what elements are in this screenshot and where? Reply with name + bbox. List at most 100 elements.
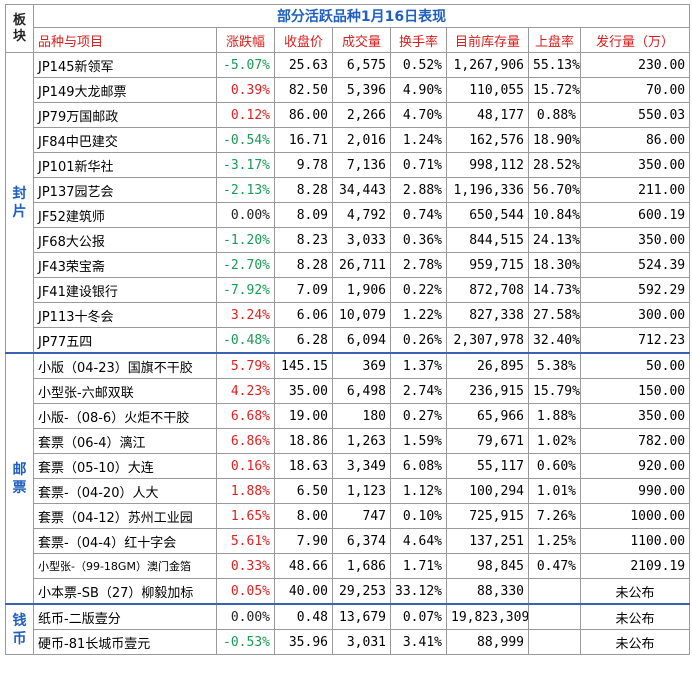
rate-cell: 18.30% [528, 252, 581, 278]
table-row: 小版-（08-6）火炬不干胶 6.68% 19.00 180 0.27% 65,966 1.… [6, 403, 691, 429]
volume-cell: 34,443 [332, 177, 391, 203]
table-row: 套票（05-10）大连 0.16% 18.63 3,349 6.08% 55,117 0.6… [6, 453, 691, 479]
name-cell: 小型张-六邮双联 [33, 378, 217, 404]
close-cell: 7.09 [274, 277, 333, 303]
change-cell: 1.65% [216, 503, 275, 529]
name-cell: JF41建设银行 [33, 277, 217, 303]
volume-cell: 5,396 [332, 77, 391, 103]
change-cell: 4.23% [216, 378, 275, 404]
volume-cell: 1,906 [332, 277, 391, 303]
table-row: 小型张-（99-18GM）澳门金箔 0.33% 48.66 1,686 1.71% 98,… [6, 553, 691, 579]
rate-cell: 1.88% [528, 403, 581, 429]
name-cell: 硬币-81长城币壹元 [33, 629, 217, 655]
turnover-cell: 0.07% [390, 603, 447, 630]
table-title: 部分活跃品种1月16日表现 [32, 4, 691, 28]
change-cell: -0.54% [216, 127, 275, 153]
table-row: JP77五四 -0.48% 6.28 6,094 0.26% 2,307,978 32.40… [6, 327, 691, 354]
stock-cell: 55,117 [446, 453, 529, 479]
issue-cell: 600.19 [579, 202, 691, 228]
issue-cell: 211.00 [579, 177, 691, 203]
rate-cell: 7.26% [528, 503, 581, 529]
issue-cell: 50.00 [579, 352, 691, 379]
table-row: JF52建筑师 0.00% 8.09 4,792 0.74% 650,544 10.84% 6… [6, 202, 691, 228]
close-cell: 35.00 [274, 378, 333, 404]
close-cell: 25.63 [274, 52, 333, 78]
volume-cell: 180 [332, 403, 391, 429]
change-cell: 0.12% [216, 102, 275, 128]
stock-cell: 827,338 [446, 302, 529, 328]
issue-cell: 86.00 [579, 127, 691, 153]
issue-cell: 550.03 [579, 102, 691, 128]
rate-cell: 10.84% [528, 202, 581, 228]
change-cell: 1.88% [216, 478, 275, 504]
issue-cell: 990.00 [579, 478, 691, 504]
turnover-cell: 0.74% [390, 202, 447, 228]
rate-cell: 0.60% [528, 453, 581, 479]
turnover-cell: 1.59% [390, 428, 447, 454]
title-row: 板块 部分活跃品种1月16日表现 [5, 4, 691, 53]
turnover-cell: 0.36% [390, 227, 447, 253]
header-close: 收盘价 [274, 27, 333, 53]
stock-cell: 79,671 [446, 428, 529, 454]
close-cell: 19.00 [274, 403, 333, 429]
rate-cell: 15.79% [528, 378, 581, 404]
issue-cell: 350.00 [579, 403, 691, 429]
turnover-cell: 3.41% [390, 629, 447, 655]
table-row: 套票（04-12）苏州工业园 1.65% 8.00 747 0.10% 725,915 7.… [6, 503, 691, 529]
table-row: JF68大公报 -1.20% 8.23 3,033 0.36% 844,515 24.13%… [6, 227, 691, 253]
turnover-cell: 0.10% [390, 503, 447, 529]
rate-cell [528, 629, 581, 655]
issue-cell: 未公布 [579, 603, 691, 630]
header-turnover: 换手率 [390, 27, 447, 53]
issue-cell: 592.29 [579, 277, 691, 303]
rate-cell: 0.88% [528, 102, 581, 128]
stock-cell: 88,999 [446, 629, 529, 655]
stock-cell: 1,267,906 [446, 52, 529, 78]
volume-cell: 6,575 [332, 52, 391, 78]
table-row: JP137园艺会 -2.13% 8.28 34,443 2.88% 1,196,336 56… [6, 177, 691, 203]
turnover-cell: 4.70% [390, 102, 447, 128]
name-cell: 纸币-二版壹分 [33, 603, 217, 630]
section-label: 钱币 [5, 603, 34, 655]
name-cell: JP77五四 [33, 327, 217, 354]
turnover-cell: 2.74% [390, 378, 447, 404]
close-cell: 6.50 [274, 478, 333, 504]
volume-cell: 4,792 [332, 202, 391, 228]
table-row: JP79万国邮政 0.12% 86.00 2,266 4.70% 48,177 0.88% 5… [6, 102, 691, 128]
change-cell: 0.33% [216, 553, 275, 579]
stock-cell: 48,177 [446, 102, 529, 128]
table-row: JP113十冬会 3.24% 6.06 10,079 1.22% 827,338 27.58… [6, 302, 691, 328]
header-change: 涨跌幅 [216, 27, 275, 53]
issue-cell: 920.00 [579, 453, 691, 479]
close-cell: 8.23 [274, 227, 333, 253]
turnover-cell: 4.64% [390, 528, 447, 554]
name-cell: 套票-（04-20）人大 [33, 478, 217, 504]
stock-cell: 236,915 [446, 378, 529, 404]
close-cell: 40.00 [274, 578, 333, 605]
name-cell: JF68大公报 [33, 227, 217, 253]
rate-cell: 55.13% [528, 52, 581, 78]
issue-cell: 782.00 [579, 428, 691, 454]
header-issue: 发行量（万） [579, 27, 691, 53]
rate-cell: 56.70% [528, 177, 581, 203]
stock-cell: 100,294 [446, 478, 529, 504]
issue-cell: 350.00 [579, 152, 691, 178]
rate-cell [528, 578, 581, 605]
name-cell: JP149大龙邮票 [33, 77, 217, 103]
rate-cell: 1.02% [528, 428, 581, 454]
rate-cell: 14.73% [528, 277, 581, 303]
table-row: 套票-（04-4）红十字会 5.61% 7.90 6,374 4.64% 137,251 1… [6, 528, 691, 554]
rate-cell: 1.25% [528, 528, 581, 554]
volume-cell: 6,374 [332, 528, 391, 554]
change-cell: 0.00% [216, 202, 275, 228]
close-cell: 9.78 [274, 152, 333, 178]
volume-cell: 26,711 [332, 252, 391, 278]
header-name: 品种与项目 [33, 27, 217, 53]
rate-cell: 5.38% [528, 352, 581, 379]
rate-cell: 0.47% [528, 553, 581, 579]
rate-cell: 1.01% [528, 478, 581, 504]
close-cell: 6.06 [274, 302, 333, 328]
section-label: 封片 [5, 52, 34, 354]
rate-cell: 32.40% [528, 327, 581, 354]
change-cell: -0.53% [216, 629, 275, 655]
